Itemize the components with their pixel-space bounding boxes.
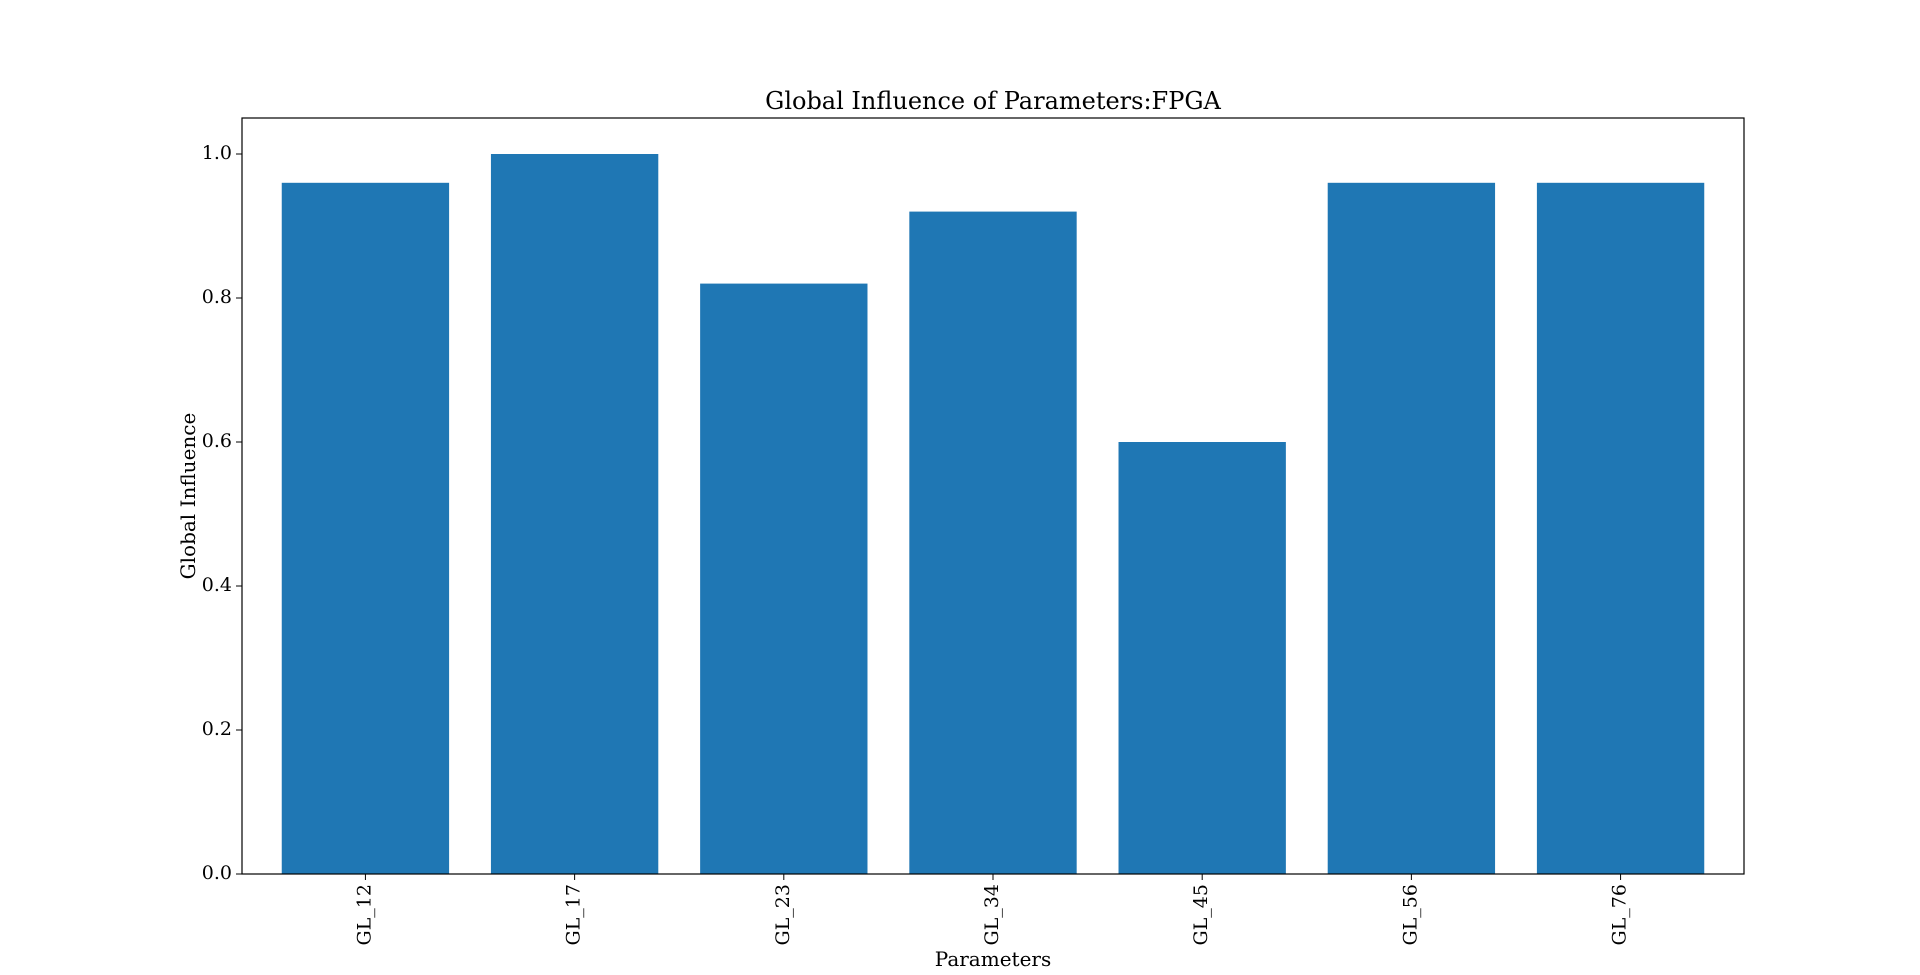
x-tick-label: GL_12	[353, 884, 375, 945]
bar-gl-45	[1118, 442, 1286, 874]
bar-gl-12	[281, 182, 450, 875]
y-axis-ticks: 0.0 0.2 0.4 0.6 0.8 1.0	[202, 142, 242, 884]
bar-gl-23	[700, 283, 868, 875]
y-axis-label: Global Influence	[176, 413, 200, 580]
chart-title: Global Influence of Parameters:FPGA	[765, 87, 1221, 115]
bar-gl-17	[490, 154, 659, 874]
y-tick-label: 0.6	[202, 430, 232, 452]
y-tick-label: 1.0	[202, 142, 232, 164]
x-tick-label: GL_45	[1190, 884, 1212, 945]
x-tick-label: GL_17	[563, 884, 585, 945]
x-tick-label: GL_23	[772, 884, 794, 945]
plot-frame	[241, 117, 1745, 875]
x-tick-label: GL_56	[1399, 884, 1421, 945]
y-tick-label: 0.2	[202, 718, 232, 740]
y-tick-label: 0.8	[202, 286, 232, 308]
x-axis-label: Parameters	[935, 947, 1051, 971]
bars-group	[281, 154, 1705, 875]
bar-gl-56	[1327, 182, 1496, 875]
bar-gl-76	[1536, 182, 1705, 875]
y-tick-label: 0.0	[202, 862, 232, 884]
bar-gl-34	[909, 211, 1077, 875]
y-tick-label: 0.4	[202, 574, 232, 596]
x-tick-label: GL_34	[981, 884, 1003, 945]
x-tick-label: GL_76	[1609, 884, 1631, 945]
x-axis-ticks: GL_12 GL_17 GL_23 GL_34 GL_45 GL_56 GL_76	[353, 874, 1631, 945]
